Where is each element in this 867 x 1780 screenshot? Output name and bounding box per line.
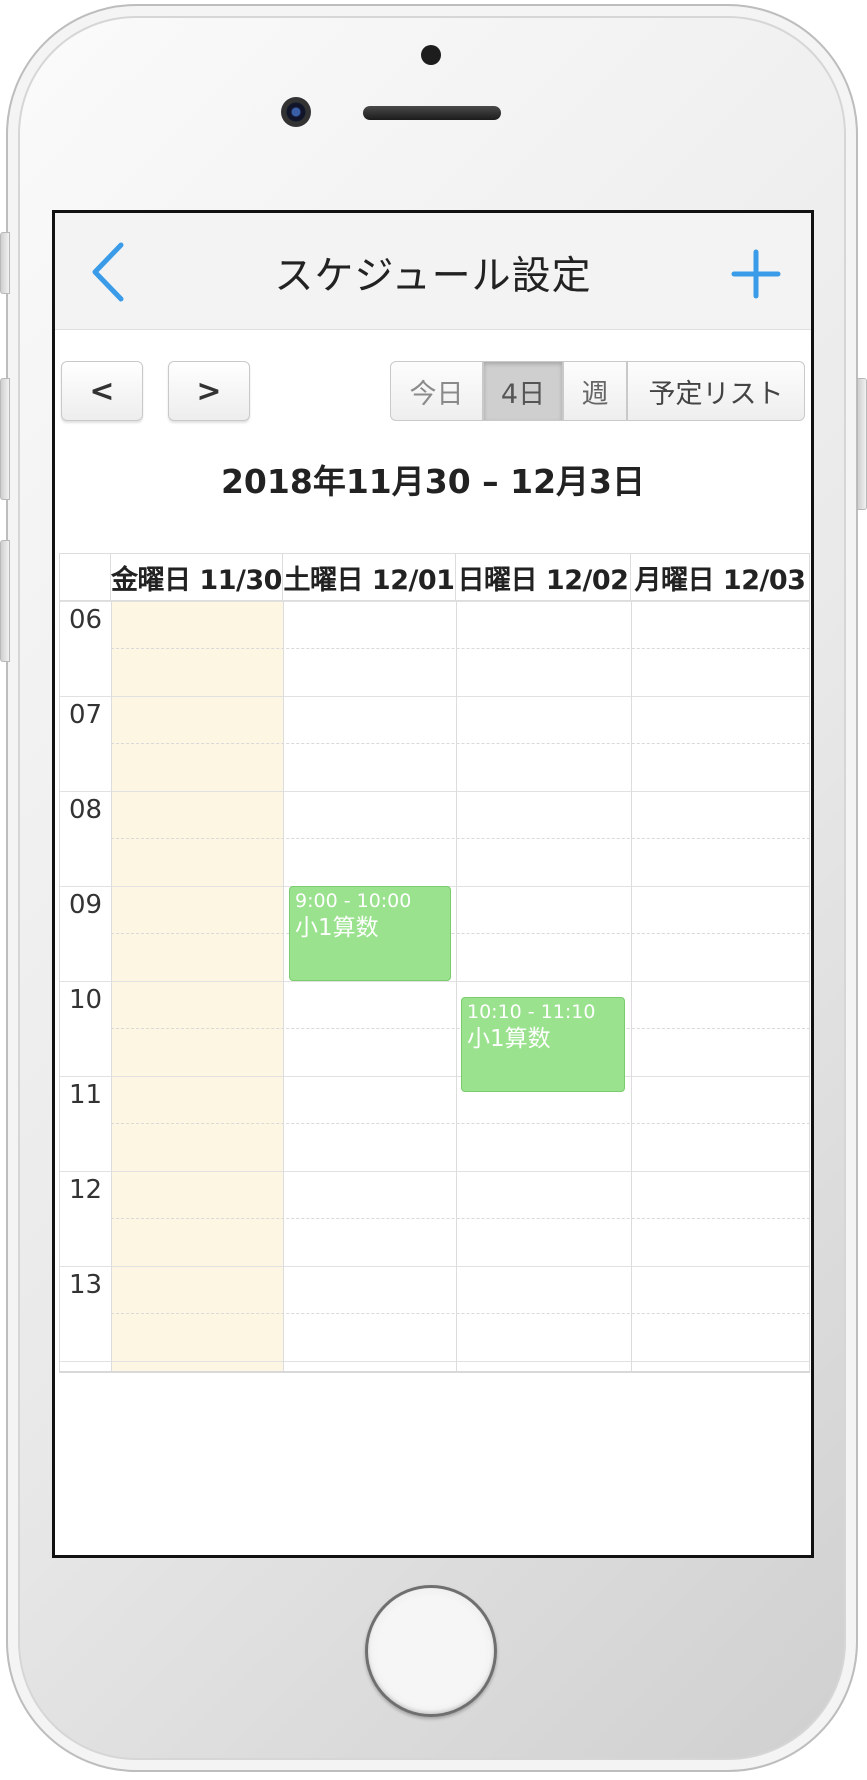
- next-period-button[interactable]: >: [168, 361, 250, 421]
- day-header-1[interactable]: 金曜日 11/30: [111, 553, 283, 601]
- column-divider: [631, 601, 632, 1371]
- hour-row: [59, 1361, 810, 1371]
- hour-row[interactable]: 11: [59, 1076, 810, 1171]
- hour-label: 06: [69, 605, 103, 635]
- hour-row[interactable]: 12: [59, 1171, 810, 1266]
- calendar-grid: 金曜日 11/30 土曜日 12/01 日曜日 12/02 月曜日 12/03 …: [59, 553, 810, 1373]
- back-button[interactable]: [83, 237, 133, 307]
- event-title: 小1算数: [295, 915, 379, 941]
- event-time: 10:10 - 11:10: [467, 1001, 596, 1023]
- view-today-button[interactable]: 今日: [390, 361, 483, 421]
- event-card[interactable]: 10:10 - 11:10 小1算数: [461, 997, 625, 1092]
- today-highlight-column: [111, 601, 283, 1371]
- home-button[interactable]: [365, 1585, 497, 1717]
- view-week-button[interactable]: 週: [563, 361, 627, 421]
- event-time: 9:00 - 10:00: [295, 890, 412, 912]
- day-header-4[interactable]: 月曜日 12/03: [631, 553, 810, 601]
- hour-row[interactable]: 10: [59, 981, 810, 1076]
- day-header-2[interactable]: 土曜日 12/01: [283, 553, 456, 601]
- hour-label: 11: [69, 1080, 103, 1110]
- day-header-3[interactable]: 日曜日 12/02: [456, 553, 631, 601]
- front-camera-icon: [281, 97, 311, 127]
- mute-switch: [0, 232, 10, 294]
- view-4day-button[interactable]: 4日: [483, 361, 563, 421]
- column-divider: [283, 601, 284, 1371]
- volume-down-button: [0, 540, 10, 662]
- date-range-title: 2018年11月30 – 12月3日: [220, 462, 646, 501]
- column-divider: [59, 601, 60, 1371]
- view-list-button[interactable]: 予定リスト: [627, 361, 805, 421]
- column-divider: [809, 601, 810, 1371]
- earpiece-speaker: [363, 106, 501, 120]
- chevron-left-icon: [92, 242, 124, 302]
- hour-label: 12: [69, 1175, 103, 1205]
- event-title: 小1算数: [467, 1026, 551, 1052]
- volume-up-button: [0, 378, 10, 500]
- add-button[interactable]: [731, 249, 781, 299]
- column-divider: [111, 601, 112, 1371]
- app-screen: スケジュール設定 < > 今日 4日 週 予定リスト 2018年11月30 – …: [52, 210, 814, 1558]
- hour-row[interactable]: 06: [59, 601, 810, 696]
- hour-row[interactable]: 13: [59, 1266, 810, 1361]
- app-header: スケジュール設定: [55, 213, 811, 330]
- hour-row[interactable]: 08: [59, 791, 810, 886]
- hour-label: 13: [69, 1270, 103, 1300]
- proximity-sensor: [421, 45, 441, 65]
- power-button: [857, 378, 867, 510]
- hour-label: 07: [69, 700, 103, 730]
- page-title: スケジュール設定: [274, 254, 592, 299]
- grid-corner: [59, 553, 111, 601]
- prev-period-button[interactable]: <: [61, 361, 143, 421]
- hour-row[interactable]: 07: [59, 696, 810, 791]
- hour-label: 08: [69, 795, 103, 825]
- hour-label: 10: [69, 985, 103, 1015]
- hour-label: 09: [69, 890, 103, 920]
- column-divider: [456, 601, 457, 1371]
- event-card[interactable]: 9:00 - 10:00 小1算数: [289, 886, 451, 981]
- plus-icon: [731, 249, 781, 299]
- calendar-body[interactable]: 06 07 08 09 10 11: [59, 601, 810, 1373]
